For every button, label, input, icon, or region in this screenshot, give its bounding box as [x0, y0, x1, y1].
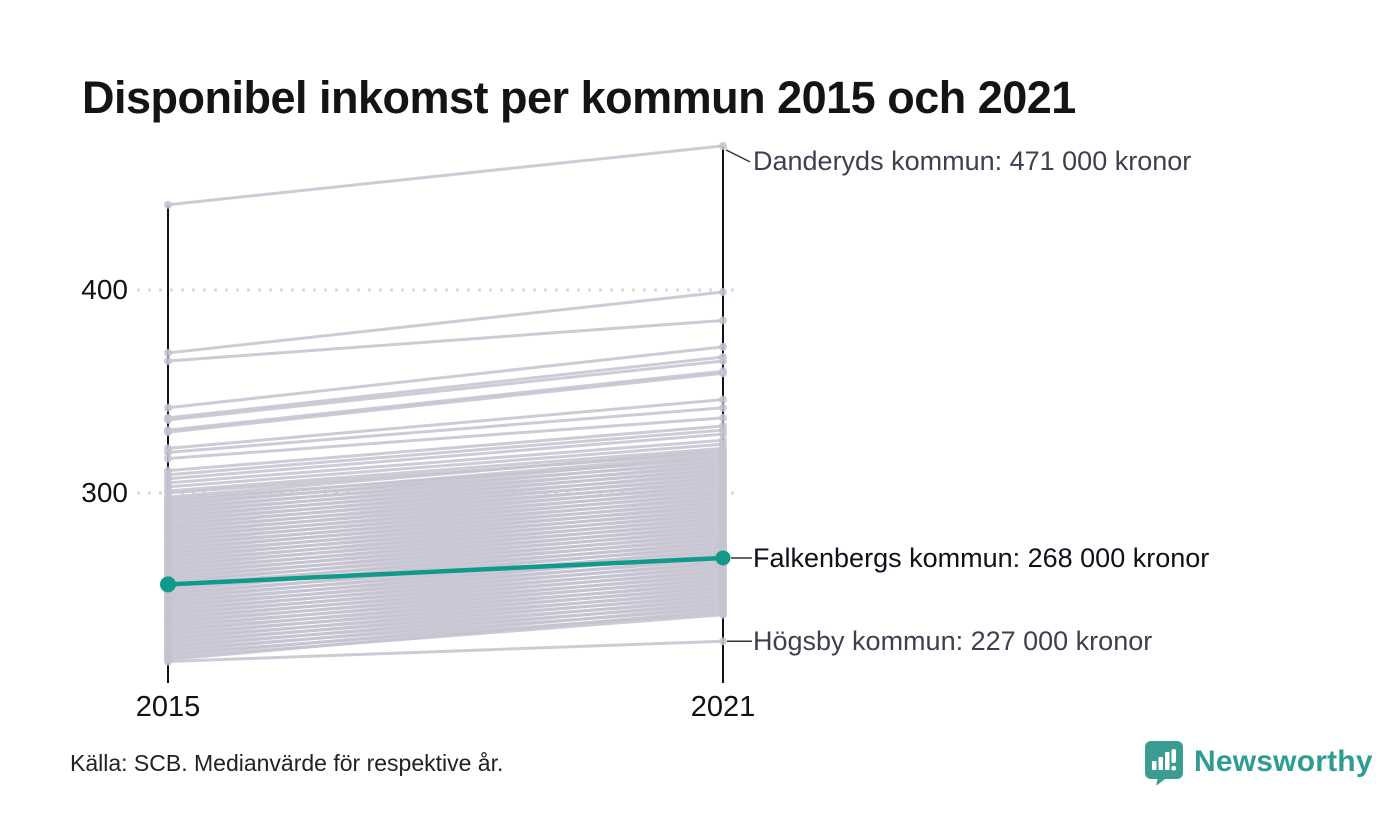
municipality-line	[167, 428, 724, 477]
line-endpoint-2015	[164, 357, 172, 366]
highlight-endpoint-2021	[715, 550, 731, 566]
municipality-line	[167, 572, 724, 625]
municipality-line	[167, 345, 724, 410]
municipality-line	[167, 528, 724, 580]
line-endpoint-2015	[164, 428, 172, 437]
line-endpoint-2021	[719, 403, 727, 412]
municipality-line	[167, 416, 724, 460]
municipality-line	[167, 467, 724, 519]
municipality-line	[167, 507, 724, 560]
line-endpoint-2015	[164, 200, 172, 209]
municipality-line	[167, 540, 724, 592]
municipality-line	[167, 597, 724, 649]
municipality-line	[167, 463, 724, 515]
municipality-line	[167, 424, 724, 473]
municipality-line	[167, 446, 724, 493]
municipality-line	[167, 584, 724, 637]
line-endpoint-2015	[164, 448, 172, 457]
municipality-line	[167, 576, 724, 629]
annotation-falkenberg: Falkenbergs kommun: 268 000 kronor	[753, 542, 1210, 573]
municipality-line	[167, 609, 724, 661]
line-endpoint-2021	[719, 606, 727, 615]
municipality-line	[167, 548, 724, 601]
line-endpoint-2021	[719, 637, 727, 646]
municipality-line	[167, 568, 724, 621]
municipality-line	[167, 487, 724, 540]
municipality-line	[167, 479, 724, 532]
highlight-endpoint-2015	[160, 576, 176, 593]
municipality-line	[167, 371, 724, 434]
line-endpoint-2021	[719, 395, 727, 404]
source-note: Källa: SCB. Medianvärde för respektive å…	[70, 750, 504, 776]
municipality-line	[167, 406, 724, 454]
municipality-line	[167, 448, 724, 499]
municipality-line	[167, 491, 724, 544]
municipality-line	[167, 290, 724, 355]
annotation-hogsby: Högsby kommun: 227 000 kronor	[753, 626, 1153, 657]
municipality-line	[167, 593, 724, 645]
line-endpoint-2015	[164, 657, 172, 666]
line-endpoint-2021	[719, 413, 727, 422]
municipality-line	[167, 511, 724, 564]
municipality-line	[167, 442, 724, 489]
line-endpoint-2015	[164, 415, 172, 424]
x-axis-tick-2021: 2021	[690, 691, 756, 723]
municipality-line	[167, 560, 724, 613]
municipality-line	[167, 519, 724, 572]
municipality-line	[167, 452, 724, 503]
line-endpoint-2015	[164, 454, 172, 463]
municipality-line	[167, 564, 724, 617]
y-axis-tick-400: 400	[81, 274, 128, 305]
municipality-line	[167, 523, 724, 576]
line-endpoint-2015	[164, 403, 172, 412]
newsworthy-speech-bubble-bar-chart-icon	[1145, 741, 1183, 785]
municipality-line	[167, 475, 724, 527]
chart-title: Disponibel inkomst per kommun 2015 och 2…	[82, 72, 1076, 123]
municipality-line	[167, 605, 724, 657]
municipality-line	[167, 503, 724, 556]
municipality-line	[167, 398, 724, 450]
line-endpoint-2021	[719, 141, 727, 150]
municipality-line	[167, 601, 724, 653]
municipality-line	[167, 515, 724, 568]
y-axis-tick-300: 300	[81, 477, 128, 508]
municipality-line	[167, 454, 724, 507]
leader-danderyd	[725, 149, 751, 163]
line-endpoint-2021	[719, 357, 727, 366]
municipality-line	[167, 639, 724, 663]
annotation-danderyd: Danderyds kommun: 471 000 kronor	[753, 145, 1192, 176]
municipality-line	[167, 471, 724, 523]
municipality-line	[167, 359, 724, 422]
municipality-line	[167, 495, 724, 548]
municipality-line	[167, 459, 724, 511]
municipality-line	[167, 580, 724, 633]
line-endpoint-2021	[719, 342, 727, 351]
line-endpoint-2021	[719, 369, 727, 378]
municipality-line	[167, 144, 724, 207]
municipality-line	[167, 369, 724, 432]
municipality-line	[167, 438, 724, 485]
municipality-line	[167, 588, 724, 641]
x-axis-tick-2015: 2015	[135, 691, 201, 723]
municipality-line	[167, 532, 724, 584]
line-endpoint-2015	[164, 348, 172, 357]
municipality-line	[167, 318, 724, 363]
municipality-line	[167, 483, 724, 536]
municipality-line	[167, 355, 724, 420]
line-endpoint-2021	[719, 430, 727, 439]
line-endpoint-2021	[719, 316, 727, 325]
municipality-line	[167, 499, 724, 552]
municipality-line	[167, 556, 724, 609]
highlight-line-falkenberg	[167, 555, 724, 587]
newsworthy-logo: Newsworthy	[1143, 741, 1373, 785]
line-endpoint-2021	[719, 288, 727, 297]
municipality-line	[167, 432, 724, 481]
newsworthy-logo-text: Newsworthy	[1194, 745, 1373, 778]
